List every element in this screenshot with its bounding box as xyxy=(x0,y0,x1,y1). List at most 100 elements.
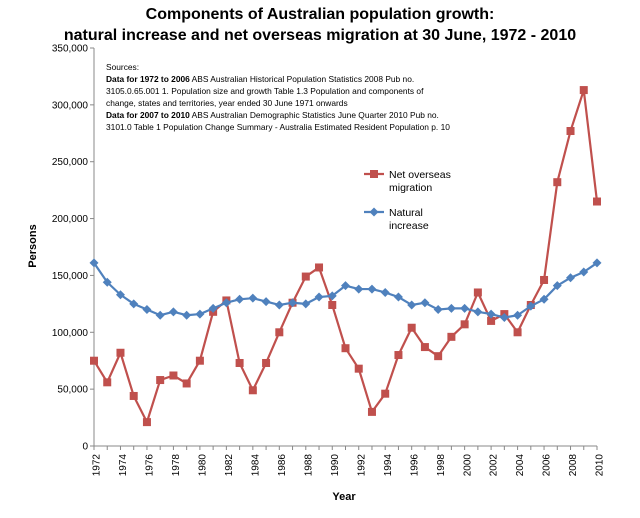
net-overseas-migration-point xyxy=(566,127,575,136)
sources-line-4-text: ABS Australian Demographic Statistics Ju… xyxy=(189,110,439,120)
net-overseas-migration-point xyxy=(460,320,469,329)
sources-note: Sources: Data for 1972 to 2006 ABS Austr… xyxy=(106,61,506,133)
natural-increase-point xyxy=(89,258,99,268)
x-tick-label: 1976 xyxy=(145,454,156,477)
net-overseas-migration-point xyxy=(142,418,151,427)
x-tick-label: 1992 xyxy=(356,454,367,477)
natural-increase-point xyxy=(367,284,377,294)
natural-increase-point xyxy=(407,300,417,310)
x-tick-label: 2002 xyxy=(489,454,500,477)
x-tick-label: 1998 xyxy=(436,454,447,477)
y-tick-label: 50,000 xyxy=(57,385,88,396)
net-overseas-migration-point xyxy=(129,391,138,400)
net-overseas-migration-point xyxy=(341,344,350,353)
axes xyxy=(93,48,597,447)
natural-increase-point xyxy=(102,277,112,287)
y-tick-label: 350,000 xyxy=(52,44,89,55)
chart-title: Components of Australian population grow… xyxy=(0,4,640,46)
x-tick-label: 1988 xyxy=(303,454,314,477)
net-overseas-migration-legend-marker xyxy=(370,170,378,178)
natural-increase-point xyxy=(433,305,443,315)
net-overseas-migration-point xyxy=(90,356,98,365)
natural-increase-point xyxy=(314,292,324,302)
net-overseas-migration-point xyxy=(540,275,549,284)
net-overseas-migration-point xyxy=(156,376,165,385)
net-overseas-migration-point xyxy=(103,378,112,387)
net-overseas-migration-point xyxy=(513,328,522,337)
natural-increase-point xyxy=(354,284,364,294)
net-overseas-migration-point xyxy=(116,348,125,357)
x-tick-label: 2000 xyxy=(462,454,473,477)
natural-increase-legend-label: Natural xyxy=(389,207,423,219)
y-tick-label: 300,000 xyxy=(52,100,89,111)
natural-increase-point xyxy=(142,305,152,315)
natural-increase-point xyxy=(274,300,284,310)
x-tick-label: 1996 xyxy=(409,454,420,477)
net-overseas-migration-point xyxy=(579,86,588,95)
net-overseas-migration-point xyxy=(394,351,403,360)
natural-increase-point xyxy=(115,290,125,300)
x-tick-label: 2004 xyxy=(515,454,526,477)
y-axis-ticks: 0 50,000 100,000 150,000 200,000 250,000 300,0… xyxy=(52,44,94,453)
net-overseas-migration-point xyxy=(248,386,257,395)
sources-line-1: Data for 1972 to 2006 ABS Australian His… xyxy=(106,73,506,85)
net-overseas-migration-point xyxy=(553,178,562,187)
chart-title-line-2: natural increase and net overseas migrat… xyxy=(63,27,577,44)
net-overseas-migration-point xyxy=(169,371,178,380)
net-overseas-migration-point xyxy=(407,323,416,332)
x-tick-label: 1978 xyxy=(171,454,182,477)
net-overseas-migration-point xyxy=(473,288,482,297)
sources-line-1-text: ABS Australian Historical Population Sta… xyxy=(189,74,415,84)
net-overseas-migration-series xyxy=(90,86,601,427)
natural-increase-point xyxy=(420,298,430,308)
net-overseas-migration-legend-label: Net overseas xyxy=(389,169,451,181)
natural-increase-point xyxy=(566,273,576,283)
natural-increase-line xyxy=(93,262,598,319)
net-overseas-migration-point xyxy=(593,197,601,206)
net-overseas-migration-point xyxy=(367,407,376,416)
net-overseas-migration-point xyxy=(235,358,244,367)
x-tick-label: 2010 xyxy=(595,454,606,477)
net-overseas-migration-point xyxy=(301,272,310,281)
net-overseas-migration-point xyxy=(262,358,271,367)
natural-increase-point xyxy=(195,309,205,319)
natural-increase-point xyxy=(446,303,456,313)
x-tick-label: 1982 xyxy=(224,454,235,477)
x-tick-label: 1990 xyxy=(330,454,341,477)
natural-increase-point xyxy=(460,303,470,313)
natural-increase-legend-label: increase xyxy=(389,220,429,232)
y-tick-label: 200,000 xyxy=(52,214,89,225)
natural-increase-point xyxy=(248,293,258,303)
x-tick-label: 1974 xyxy=(118,454,129,477)
x-tick-label: 2006 xyxy=(542,454,553,477)
natural-increase-legend-marker xyxy=(369,207,379,217)
natural-increase-point xyxy=(168,307,178,317)
natural-increase-point xyxy=(592,258,602,268)
natural-increase-point xyxy=(327,291,337,301)
sources-line-4-bold: Data for 2007 to 2010 xyxy=(106,110,190,120)
y-tick-label: 100,000 xyxy=(52,328,89,339)
x-tick-label: 1972 xyxy=(92,454,103,477)
chart-title-line-1: Components of Australian population grow… xyxy=(145,6,495,23)
net-overseas-migration-point xyxy=(434,352,443,361)
natural-increase-series xyxy=(89,258,602,323)
y-tick-label: 0 xyxy=(82,442,88,453)
x-tick-label: 1994 xyxy=(383,454,394,477)
natural-increase-point xyxy=(208,303,218,313)
net-overseas-migration-point xyxy=(328,300,337,309)
natural-increase-point xyxy=(513,310,523,320)
natural-increase-point xyxy=(393,292,403,302)
x-tick-label: 1986 xyxy=(277,454,288,477)
y-tick-label: 250,000 xyxy=(52,157,89,168)
natural-increase-point xyxy=(552,281,562,291)
net-overseas-migration-point xyxy=(381,389,390,398)
natural-increase-point xyxy=(155,310,165,320)
net-overseas-migration-point xyxy=(275,328,284,337)
sources-line-5: 3101.0 Table 1 Population Change Summary… xyxy=(106,122,450,132)
sources-line-1-bold: Data for 1972 to 2006 xyxy=(106,74,190,84)
natural-increase-point xyxy=(380,287,390,297)
natural-increase-point xyxy=(499,313,509,323)
x-tick-label: 1984 xyxy=(250,454,261,477)
